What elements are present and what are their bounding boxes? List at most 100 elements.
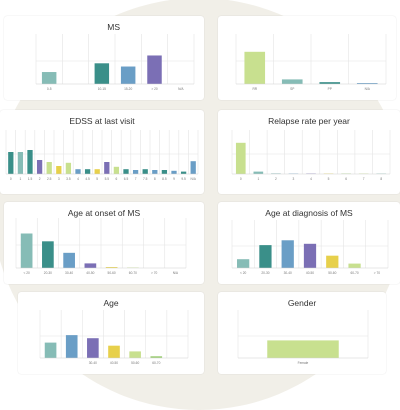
bar[interactable]	[47, 162, 52, 174]
tick-label: 5	[96, 177, 98, 181]
tick-label: 30-40	[89, 361, 97, 365]
bar[interactable]	[45, 343, 57, 358]
tick-label: 2	[39, 177, 41, 181]
tick-label: 6.5	[124, 177, 129, 181]
bar[interactable]	[87, 338, 99, 358]
bar[interactable]	[191, 161, 196, 174]
tick-label: > 70	[151, 271, 158, 275]
bar[interactable]	[8, 152, 13, 174]
tick-label: RR	[252, 87, 257, 91]
bar[interactable]	[85, 169, 90, 174]
tick-label: 20-30	[261, 271, 269, 275]
bar[interactable]	[56, 166, 61, 174]
tick-label: 60-70	[129, 271, 137, 275]
tick-label: 40-50	[86, 271, 94, 275]
tick-label: 6	[345, 177, 347, 181]
tick-label: 50-60	[108, 271, 116, 275]
tick-label: 9.5	[181, 177, 186, 181]
bar[interactable]	[348, 264, 360, 268]
bar[interactable]	[121, 67, 135, 84]
bar[interactable]	[21, 234, 33, 269]
bar[interactable]	[108, 346, 120, 358]
bar[interactable]	[236, 143, 246, 174]
tick-label: 8.5	[162, 177, 167, 181]
bar[interactable]	[244, 52, 265, 84]
bar[interactable]	[267, 340, 339, 358]
tick-label: 3	[293, 177, 295, 181]
bar[interactable]	[143, 169, 148, 174]
tick-label: N/A	[191, 177, 197, 181]
card-gender: Gender Female	[218, 292, 386, 374]
tick-label: N/A	[178, 87, 184, 91]
tick-label: 6	[116, 177, 118, 181]
bar[interactable]	[282, 79, 303, 84]
tick-label: < 20	[240, 271, 247, 275]
tick-label: PP	[328, 87, 332, 91]
tick-label: 9	[173, 177, 175, 181]
tick-label: 40-50	[110, 361, 118, 365]
tick-label: 8	[154, 177, 156, 181]
tick-label: 4	[310, 177, 312, 181]
tick-label: 30-40	[65, 271, 73, 275]
bar[interactable]	[181, 172, 186, 174]
bar[interactable]	[133, 170, 138, 174]
bar[interactable]	[42, 241, 54, 268]
bar[interactable]	[237, 259, 249, 268]
bar[interactable]	[95, 169, 100, 174]
tick-label: SP	[290, 87, 294, 91]
bar[interactable]	[129, 351, 141, 358]
bar[interactable]	[171, 171, 176, 174]
tick-label: 40-50	[306, 271, 314, 275]
bar[interactable]	[123, 169, 128, 174]
bar[interactable]	[37, 160, 42, 174]
bar-chart: Female	[218, 292, 386, 374]
tick-label: 8	[380, 177, 382, 181]
tick-label: N/A	[173, 271, 179, 275]
bar[interactable]	[162, 170, 167, 174]
bar[interactable]	[95, 63, 109, 84]
bar[interactable]	[66, 335, 78, 358]
bar[interactable]	[147, 55, 161, 84]
bar[interactable]	[114, 167, 119, 174]
tick-label: 4.5	[85, 177, 90, 181]
tick-label: > 70	[374, 271, 381, 275]
tick-label: 15-20	[124, 87, 132, 91]
bar[interactable]	[42, 72, 56, 84]
bar[interactable]	[85, 263, 97, 268]
tick-label: 10-15	[98, 87, 106, 91]
bar[interactable]	[282, 240, 294, 268]
tick-label: 30-40	[284, 271, 292, 275]
bar[interactable]	[104, 162, 109, 174]
tick-label: 1	[20, 177, 22, 181]
tick-label: 2.5	[47, 177, 52, 181]
tick-label: Female	[298, 361, 309, 365]
tick-label: 1.5	[28, 177, 33, 181]
tick-label: 3	[58, 177, 60, 181]
bar[interactable]	[304, 244, 316, 268]
bar[interactable]	[66, 163, 71, 174]
bar[interactable]	[259, 245, 271, 268]
bar[interactable]	[63, 253, 75, 268]
tick-label: 5.5	[105, 177, 110, 181]
bar[interactable]	[326, 256, 338, 268]
tick-label: 0-5	[47, 87, 52, 91]
bar[interactable]	[75, 169, 80, 174]
tick-label: 60-70	[152, 361, 160, 365]
bar[interactable]	[27, 150, 32, 174]
tick-label: 0	[240, 177, 242, 181]
bar[interactable]	[18, 152, 23, 174]
bar[interactable]	[152, 170, 157, 174]
tick-label: 50-60	[328, 271, 336, 275]
bar[interactable]	[254, 172, 264, 174]
